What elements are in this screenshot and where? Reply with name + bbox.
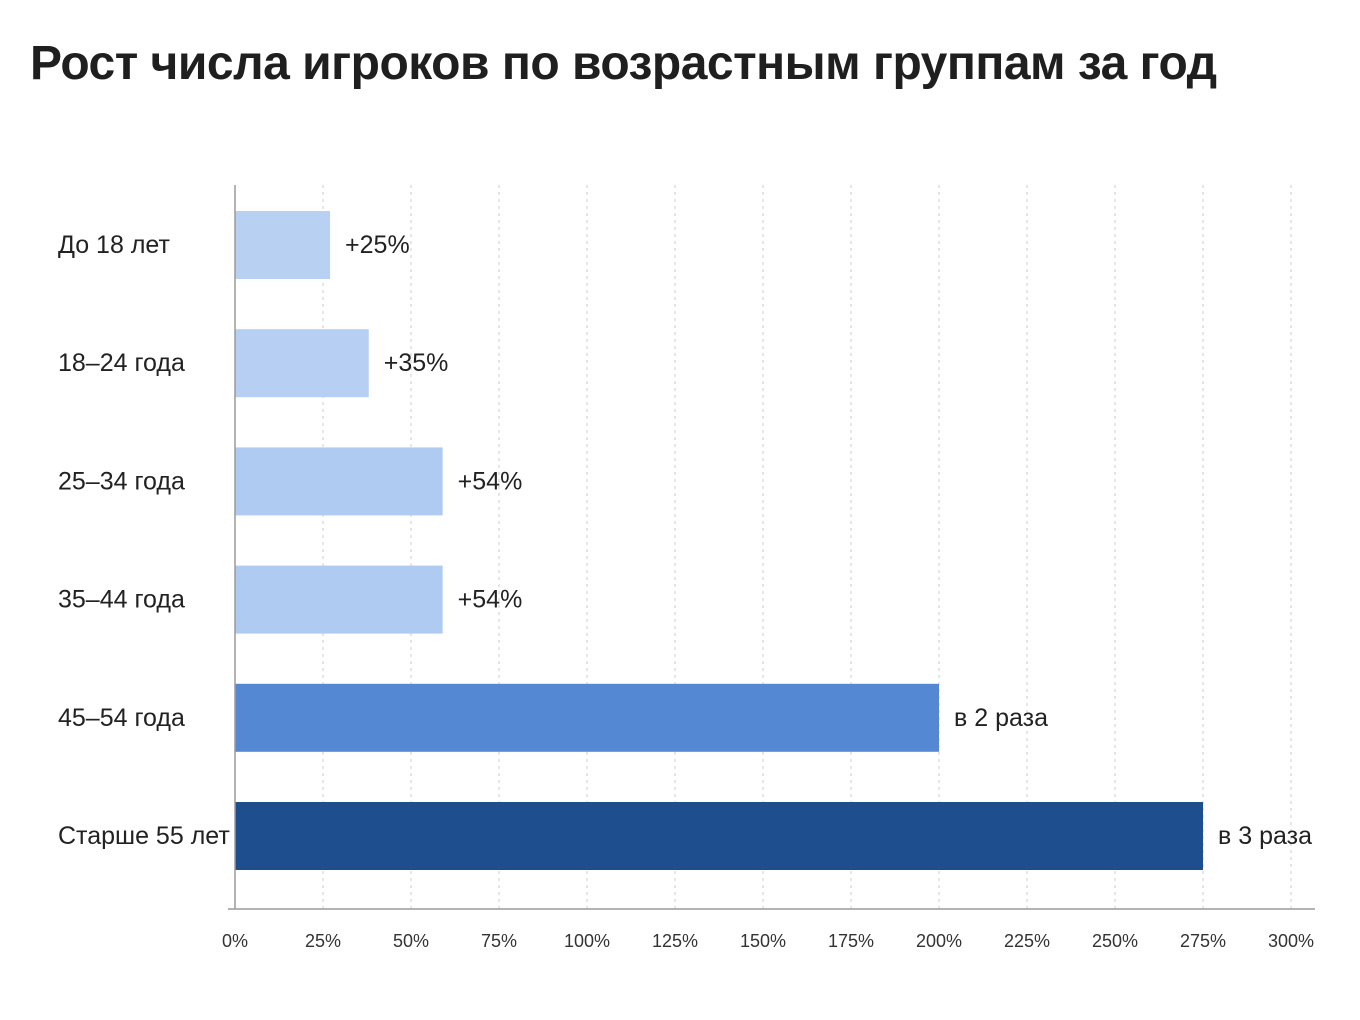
value-label: +54% <box>458 467 523 495</box>
value-label: +35% <box>384 349 449 377</box>
x-tick-label: 200% <box>916 931 962 951</box>
grid-lines <box>322 185 1292 909</box>
category-label: 25–34 года <box>58 467 185 495</box>
x-tick-label: 125% <box>652 931 698 951</box>
x-tick-label: 150% <box>740 931 786 951</box>
category-label: До 18 лет <box>58 231 170 259</box>
x-tick-label: 225% <box>1004 931 1050 951</box>
bars <box>235 211 1203 870</box>
x-tick-label: 25% <box>305 931 341 951</box>
labels: До 18 лет +25% 18–24 года +35% 25–34 года +54… <box>58 231 1314 951</box>
x-tick-label: 50% <box>393 931 429 951</box>
x-tick-label: 275% <box>1180 931 1226 951</box>
bar <box>235 683 939 752</box>
bar <box>235 329 369 398</box>
x-tick-label: 250% <box>1092 931 1138 951</box>
bar <box>235 565 443 634</box>
x-tick-label: 300% <box>1268 931 1314 951</box>
x-tick-label: 175% <box>828 931 874 951</box>
x-tick-label: 75% <box>481 931 517 951</box>
category-label: 35–44 года <box>58 586 185 614</box>
chart-title: Рост числа игроков по возрастным группам… <box>30 37 1217 90</box>
category-label: Старше 55 лет <box>58 822 230 850</box>
x-tick-label: 0% <box>222 931 248 951</box>
value-label: в 2 раза <box>954 704 1048 732</box>
bar <box>235 211 331 279</box>
value-label: +54% <box>458 586 523 614</box>
bar <box>235 447 443 516</box>
category-label: 45–54 года <box>58 704 185 732</box>
value-label: +25% <box>345 231 410 259</box>
bar <box>235 802 1203 870</box>
value-label: в 3 раза <box>1218 822 1312 850</box>
axes <box>228 185 1315 910</box>
category-label: 18–24 года <box>58 349 185 377</box>
x-tick-label: 100% <box>564 931 610 951</box>
